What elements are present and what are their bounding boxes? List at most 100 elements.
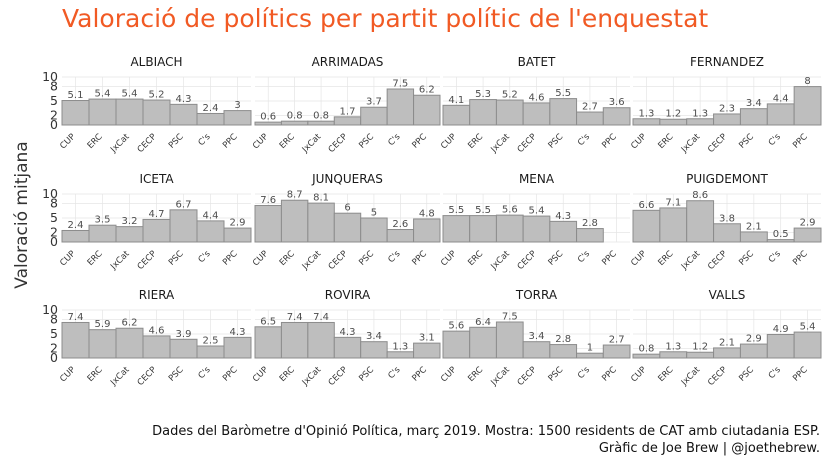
x-tick-label: ERC	[86, 249, 105, 268]
panel-title: MENA	[519, 172, 555, 186]
bar	[549, 220, 578, 243]
y-tick-label: 2	[50, 107, 58, 122]
bar	[739, 231, 768, 243]
bar	[61, 321, 90, 359]
bar	[469, 326, 497, 359]
x-tick-label: JxCat	[300, 132, 324, 156]
bar	[280, 321, 309, 359]
bar-value-label: 8	[804, 76, 810, 87]
x-tick-label: CECP	[516, 249, 539, 272]
x-tick-label: PPC	[410, 132, 429, 151]
bar-value-label: 5.4	[122, 89, 138, 100]
bar	[142, 335, 171, 359]
bar	[360, 341, 388, 359]
x-tick-label: CECP	[706, 132, 729, 155]
x-tick-label: PSC	[167, 365, 186, 384]
bar-value-label: 8.1	[313, 193, 329, 204]
x-tick-label: PSC	[737, 249, 756, 268]
bar-value-label: 5.4	[529, 206, 545, 217]
bar-value-label: 2.9	[800, 218, 816, 229]
bar	[413, 342, 441, 359]
x-tick-label: JxCat	[300, 365, 324, 389]
x-tick-label: CUP	[58, 365, 77, 384]
bar-value-label: 3.9	[176, 329, 192, 340]
bar	[115, 98, 144, 126]
bar-value-label: 5.4	[800, 322, 816, 333]
bar	[196, 220, 225, 243]
bar	[413, 94, 441, 126]
bar	[196, 345, 225, 359]
x-tick-label: PPC	[600, 249, 619, 268]
x-tick-label: C's	[386, 132, 402, 148]
x-tick-label: C's	[386, 365, 402, 381]
bar-value-label: 6.2	[122, 318, 138, 329]
bar-value-label: 1.3	[392, 341, 408, 352]
bar	[576, 111, 604, 126]
x-tick-label: JxCat	[108, 365, 132, 389]
bar-value-label: 4.6	[149, 325, 165, 336]
x-tick-label: PPC	[600, 365, 619, 384]
x-tick-label: C's	[576, 132, 592, 148]
y-tick-label: 0	[50, 350, 58, 365]
bar-value-label: 1.2	[692, 342, 708, 353]
bar	[495, 321, 524, 359]
x-tick-label: PPC	[791, 365, 810, 384]
bar-value-label: 5	[371, 208, 377, 219]
bar	[142, 99, 171, 126]
x-tick-label: PSC	[547, 365, 566, 384]
bar-value-label: 7.5	[392, 79, 408, 90]
x-tick-label: ERC	[86, 365, 105, 384]
bar-value-label: 7.1	[665, 197, 681, 208]
x-tick-label: PSC	[357, 365, 376, 384]
x-tick-label: PSC	[547, 249, 566, 268]
bar	[61, 100, 90, 126]
bar	[254, 205, 282, 243]
x-tick-label: C's	[197, 132, 213, 148]
bar	[713, 347, 741, 359]
bar-value-label: 1.3	[692, 108, 708, 119]
x-tick-label: CECP	[136, 365, 159, 388]
x-tick-label: ERC	[278, 132, 297, 151]
bar-value-label: 0.8	[638, 344, 654, 355]
bar	[632, 209, 661, 243]
x-tick-label: JxCat	[108, 132, 132, 156]
bar-value-label: 6	[344, 203, 350, 214]
bar-value-label: 2.4	[203, 103, 219, 114]
bar-value-label: 1.3	[665, 341, 681, 352]
bar-value-label: 0.8	[313, 111, 329, 122]
panel-title: TORRA	[515, 288, 558, 302]
x-tick-label: CUP	[251, 132, 270, 151]
bar	[686, 118, 715, 126]
x-tick-label: C's	[767, 132, 783, 148]
bar	[522, 102, 551, 126]
chart-title: Valoració de polítics per partit polític…	[62, 4, 709, 33]
bar	[576, 352, 604, 359]
bar-value-label: 7.4	[287, 312, 303, 323]
x-tick-label: CECP	[327, 365, 350, 388]
bar	[442, 330, 471, 359]
bar	[386, 229, 415, 243]
bar	[766, 103, 795, 126]
bar	[632, 353, 661, 359]
bar-value-label: 7.4	[313, 312, 329, 323]
bar-value-label: 5.1	[68, 90, 84, 101]
bar	[522, 341, 551, 359]
bar	[469, 99, 497, 126]
bar	[632, 118, 661, 126]
bar	[142, 218, 171, 243]
x-tick-label: PPC	[221, 249, 240, 268]
x-tick-label: PSC	[167, 249, 186, 268]
x-tick-label: C's	[386, 249, 402, 265]
bar	[659, 118, 688, 126]
bar-value-label: 4.3	[555, 211, 571, 222]
x-tick-label: CECP	[516, 365, 539, 388]
x-tick-label: C's	[767, 365, 783, 381]
x-tick-label: C's	[197, 365, 213, 381]
bar	[223, 227, 252, 243]
bar	[386, 88, 415, 126]
x-tick-label: JxCat	[489, 249, 513, 273]
x-tick-label: CUP	[58, 249, 77, 268]
bar-value-label: 6.5	[260, 316, 276, 327]
x-tick-label: C's	[767, 249, 783, 265]
